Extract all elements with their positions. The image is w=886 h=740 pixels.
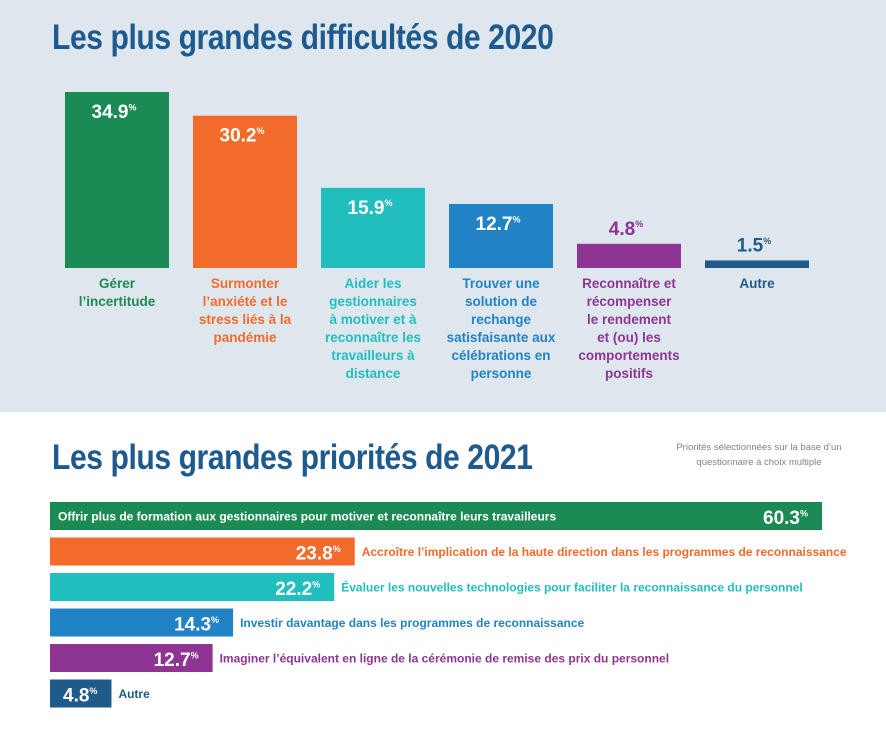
chart-note-2021: Priorités sélectionnées sur la base d’un… bbox=[676, 442, 842, 468]
category-label-2021-2: Évaluer les nouvelles technologies pour … bbox=[341, 580, 802, 595]
category-label-2021-5: Autre bbox=[118, 687, 150, 701]
bar-chart-2020: 34.9% Gérer l’incertitude 30.2% Surmonter l’a… bbox=[65, 92, 809, 381]
category-label-2020-0: Gérer l’incertitude bbox=[79, 276, 156, 309]
bar-2020-0 bbox=[65, 92, 169, 268]
bar-2020-2 bbox=[321, 187, 425, 268]
value-label-2020-3: 12.7% bbox=[476, 214, 521, 235]
category-label-2020-4: Reconnaître et récompenser le rendement et … bbox=[578, 276, 679, 381]
category-label-2020-2: Aider les gestionnaires à motiver et à reco… bbox=[325, 276, 421, 381]
bar-2021-5 bbox=[50, 679, 112, 708]
category-label-2021-3: Investir davantage dans les programmes d… bbox=[240, 616, 584, 630]
bar-2021-1 bbox=[50, 537, 355, 566]
value-label-2021-4: 12.7% bbox=[154, 650, 199, 671]
category-label-2021-1: Accroître l’implication de la haute dire… bbox=[362, 545, 847, 559]
chart-title-2020: Les plus grandes difficultés de 2020 bbox=[52, 18, 554, 57]
bar-2020-1 bbox=[193, 115, 297, 269]
bar-2020-5 bbox=[705, 260, 809, 268]
category-label-2020-1: Surmonter l’anxiété et le stress liés à la… bbox=[199, 276, 292, 345]
category-label-2021-4: Imaginer l’équivalent en ligne de la cér… bbox=[220, 652, 669, 666]
value-label-2020-2: 15.9% bbox=[348, 198, 393, 219]
bar-2021-3 bbox=[50, 608, 234, 637]
value-label-2020-0: 34.9% bbox=[92, 102, 137, 123]
chart-title-2021: Les plus grandes priorités de 2021 bbox=[52, 438, 533, 477]
bar-2020-3 bbox=[449, 203, 553, 268]
value-label-2020-4: 4.8% bbox=[609, 219, 643, 240]
bar-2021-4 bbox=[50, 644, 213, 672]
category-label-2020-3: Trouver une solution de rechange satisfaisa… bbox=[447, 276, 556, 381]
bar-2020-4 bbox=[577, 243, 681, 268]
bar-2021-0 bbox=[50, 502, 822, 530]
value-label-2021-3: 14.3% bbox=[174, 615, 219, 636]
value-label-2021-0: 60.3% bbox=[763, 508, 808, 529]
category-label-2021-0: Offrir plus de formation aux gestionnair… bbox=[58, 510, 556, 524]
value-label-2020-1: 30.2% bbox=[220, 126, 265, 147]
category-label-2020-5: Autre bbox=[739, 276, 775, 291]
value-label-2021-1: 23.8% bbox=[296, 544, 341, 565]
value-label-2021-2: 22.2% bbox=[275, 579, 320, 600]
value-label-2021-5: 4.8% bbox=[63, 686, 97, 707]
value-label-2020-5: 1.5% bbox=[737, 235, 771, 256]
bar-2021-2 bbox=[50, 573, 335, 601]
